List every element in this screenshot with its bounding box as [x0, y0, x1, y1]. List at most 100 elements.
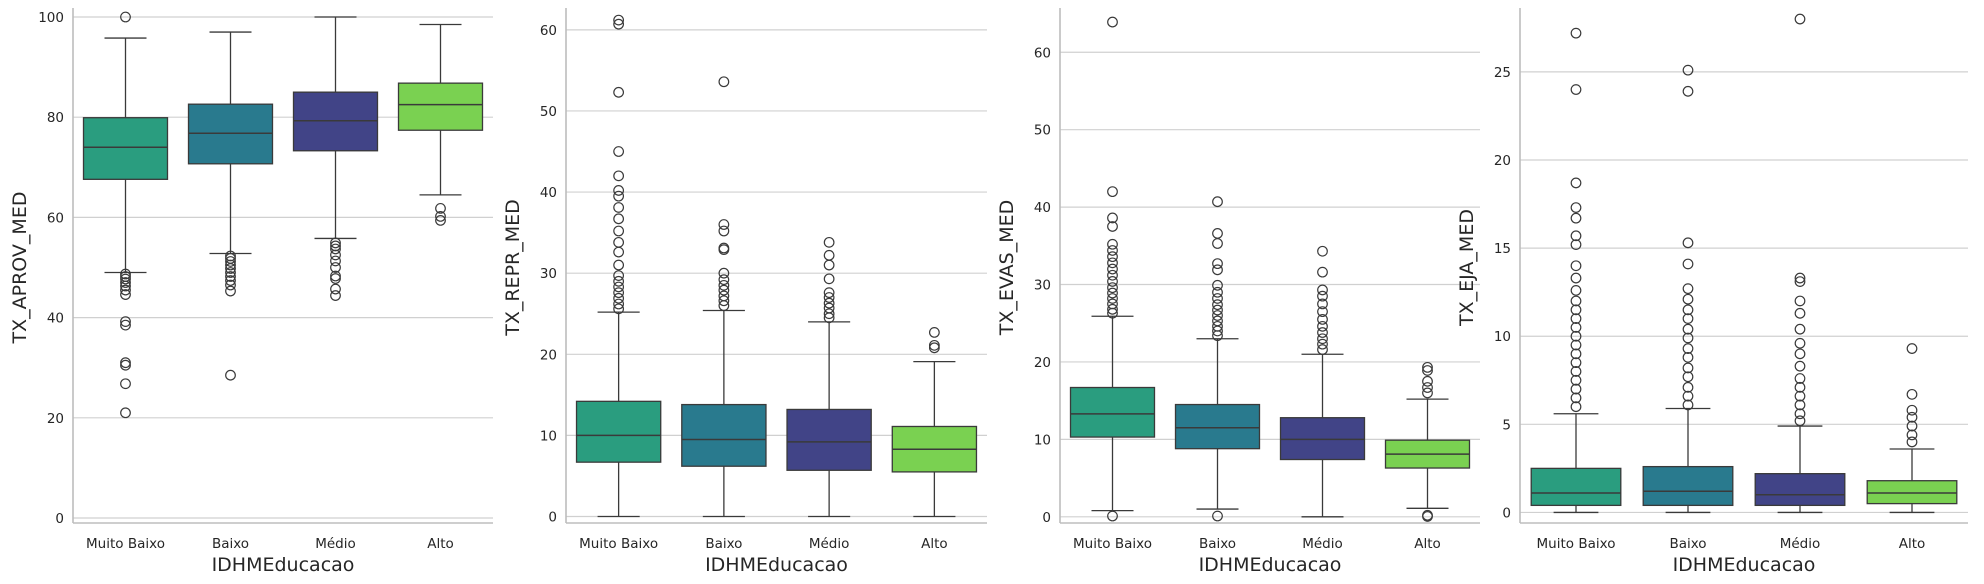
outlier-point [435, 210, 446, 222]
outlier-point [1794, 295, 1806, 307]
box-muito-baixo [82, 11, 169, 419]
panel-eja: 0 5 10 15 20 25 Muito Baixo Baixo Médio Alto IDHME… [1456, 8, 1968, 576]
box-body [1069, 386, 1156, 438]
outlier-point [1794, 13, 1806, 25]
y-tick-label: 50 [540, 104, 557, 120]
x-tick-label: Muito Baixo [1537, 536, 1616, 552]
outlier-point [1570, 348, 1582, 360]
outlier-point [1794, 399, 1806, 411]
outlier-point [928, 342, 940, 354]
outlier-point [225, 275, 236, 286]
outlier-point [1212, 325, 1223, 337]
outlier-point [1794, 276, 1806, 287]
box-body [1642, 465, 1734, 507]
outlier-point [1107, 263, 1118, 275]
outlier-point [613, 18, 625, 30]
y-tick-label: 30 [1034, 278, 1051, 294]
y-tick-label: 5 [1502, 417, 1511, 433]
x-axis-label: IDHMEducacao [1673, 554, 1816, 576]
outlier-point [1794, 323, 1806, 335]
x-tick-label: Médio [315, 536, 356, 552]
outlier-point [1212, 264, 1223, 276]
outlier-point [613, 202, 625, 213]
y-tick-label: 60 [1034, 45, 1051, 61]
box-alto [891, 326, 978, 518]
outlier-point [1212, 310, 1223, 321]
box-body [1174, 403, 1261, 450]
outlier-point [120, 407, 131, 419]
outlier-point [330, 262, 341, 273]
x-tick-label: Médio [1780, 536, 1821, 552]
y-tick-label: 30 [540, 266, 557, 282]
outlier-point [1906, 436, 1918, 448]
outlier-point [1794, 373, 1806, 384]
x-tick-label: Alto [427, 536, 454, 552]
x-tick-label: Alto [921, 536, 948, 552]
outlier-point [1570, 357, 1582, 369]
outlier-point [330, 290, 341, 301]
outlier-point [718, 225, 730, 237]
outlier-point [1317, 333, 1328, 345]
outlier-point [1682, 293, 1694, 305]
box-body [397, 82, 484, 131]
y-tick-label: 10 [1034, 432, 1051, 448]
outlier-point [1107, 510, 1118, 522]
outlier-point [1682, 283, 1694, 295]
outlier-point [823, 249, 835, 261]
outlier-point [1570, 304, 1582, 316]
outlier-point [1570, 401, 1582, 413]
outlier-point [1212, 238, 1223, 249]
outlier-point [1570, 322, 1582, 333]
outlier-point [1107, 298, 1118, 310]
outlier-point [718, 284, 730, 296]
y-tick-label: 60 [47, 210, 64, 226]
outlier-point [823, 312, 835, 324]
x-tick-label: Baixo [212, 536, 249, 552]
y-axis-label: TX_APROV_MED [9, 192, 31, 345]
outlier-point [1422, 387, 1433, 399]
y-tick-label: 0 [548, 510, 557, 526]
box-baixo [1174, 196, 1261, 522]
outlier-point [613, 213, 625, 225]
outlier-point [1107, 307, 1118, 319]
x-axis-label: IDHMEducacao [705, 554, 848, 576]
box-body [1279, 417, 1366, 461]
outlier-point [120, 359, 131, 371]
outlier-point [1107, 16, 1118, 28]
box-médio [292, 16, 379, 301]
outlier-point [120, 11, 131, 23]
outlier-point [1107, 221, 1118, 232]
outlier-point [225, 263, 236, 274]
panel-evas: 0 10 20 30 40 50 60 Muito Baixo Baixo Médio Alto ID… [996, 8, 1480, 576]
outlier-point [613, 259, 625, 271]
y-tick-label: 50 [1034, 123, 1051, 139]
x-axis-label: IDHMEducacao [1199, 554, 1342, 576]
outlier-point [1570, 313, 1582, 325]
outlier-point [1317, 290, 1328, 302]
outlier-point [718, 244, 730, 256]
outlier-point [613, 298, 625, 310]
outlier-point [1212, 315, 1223, 327]
outlier-point [1422, 511, 1433, 522]
outlier-point [1570, 285, 1582, 296]
outlier-point [613, 270, 625, 282]
y-tick-label: 60 [540, 23, 557, 39]
outlier-point [718, 219, 730, 230]
outlier-point [1570, 392, 1582, 404]
outlier-point [613, 146, 625, 157]
outlier-point [718, 279, 730, 291]
outlier-point [330, 273, 341, 284]
outlier-point [225, 369, 236, 381]
outlier-point [120, 319, 131, 331]
box-baixo [187, 31, 274, 381]
box-body [187, 103, 274, 165]
outlier-point [330, 255, 341, 267]
outlier-point [225, 279, 236, 291]
outlier-point [1212, 279, 1223, 291]
outlier-point [225, 259, 236, 271]
outlier-point [613, 287, 625, 299]
box-muito-baixo [1530, 27, 1622, 514]
outlier-point [718, 295, 730, 307]
y-tick-label: 40 [540, 185, 557, 201]
outlier-point [718, 274, 730, 286]
